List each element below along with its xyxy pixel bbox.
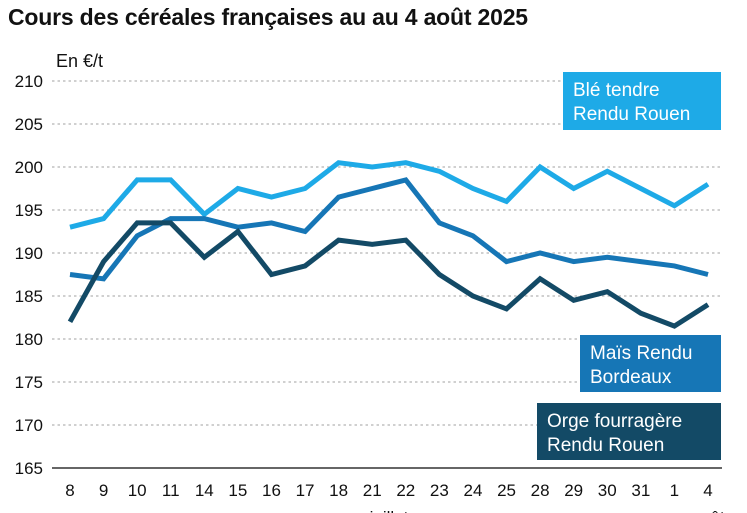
x-tick-label: 11 [162, 481, 180, 500]
x-tick-label: 18 [329, 481, 348, 500]
legend-entry: Blé tendre Rendu Rouen [563, 72, 721, 130]
x-tick-label: 21 [363, 481, 382, 500]
x-tick-label: 25 [497, 481, 516, 500]
y-tick-label: 180 [15, 330, 43, 349]
x-tick-label: 10 [128, 481, 147, 500]
legend-label: Blé tendre [573, 80, 660, 101]
y-tick-label: 200 [15, 158, 43, 177]
x-tick-label: 14 [195, 481, 214, 500]
legend-label: Maïs Rendu [590, 343, 692, 364]
x-tick-label: 24 [463, 481, 482, 500]
legend-entry: Orge fourragère Rendu Rouen [537, 403, 721, 460]
y-axis-ticks: 210 205 200 195 190 185 180 175 170 165 [15, 72, 43, 478]
x-tick-label: 28 [531, 481, 550, 500]
grid-lines [52, 80, 722, 469]
legend-entry: Maïs Rendu Bordeaux [580, 335, 721, 392]
y-tick-label: 195 [15, 201, 43, 220]
x-tick-label: 8 [65, 481, 74, 500]
legend-box [563, 72, 721, 130]
x-tick-label: 4 [703, 481, 712, 500]
y-tick-label: 205 [15, 115, 43, 134]
x-tick-label: 9 [99, 481, 108, 500]
legend-label: Bordeaux [590, 367, 672, 388]
y-tick-label: 210 [15, 72, 43, 91]
x-tick-label: 1 [670, 481, 679, 500]
legend-label: Rendu Rouen [547, 435, 664, 456]
x-tick-label: 31 [631, 481, 650, 500]
series-line [67, 220, 710, 329]
x-tick-label: 23 [430, 481, 449, 500]
x-tick-label: 17 [296, 481, 315, 500]
x-axis-ticks: 891011141516171821222324252829303114juil… [65, 481, 725, 513]
x-month-label: août [691, 508, 724, 513]
x-month-label: juillet [369, 508, 409, 513]
legend-box [537, 403, 721, 460]
series-lines [67, 160, 710, 329]
y-tick-label: 190 [15, 244, 43, 263]
y-tick-label: 175 [15, 373, 43, 392]
series-line [69, 177, 709, 282]
y-axis-label: En €/t [56, 51, 103, 71]
x-tick-label: 22 [396, 481, 415, 500]
y-tick-label: 185 [15, 287, 43, 306]
legend: Blé tendre Rendu Rouen Maïs Rendu Bordeaux O… [537, 72, 721, 460]
y-tick-label: 165 [15, 459, 43, 478]
legend-label: Orge fourragère [547, 411, 682, 432]
series-line [69, 160, 710, 230]
y-tick-label: 170 [15, 416, 43, 435]
x-tick-label: 30 [598, 481, 617, 500]
legend-label: Rendu Rouen [573, 104, 690, 125]
legend-box [580, 335, 721, 392]
x-tick-label: 16 [262, 481, 281, 500]
x-tick-label: 29 [564, 481, 583, 500]
chart-title: Cours des céréales françaises au au 4 ao… [8, 4, 528, 30]
x-tick-label: 15 [228, 481, 247, 500]
